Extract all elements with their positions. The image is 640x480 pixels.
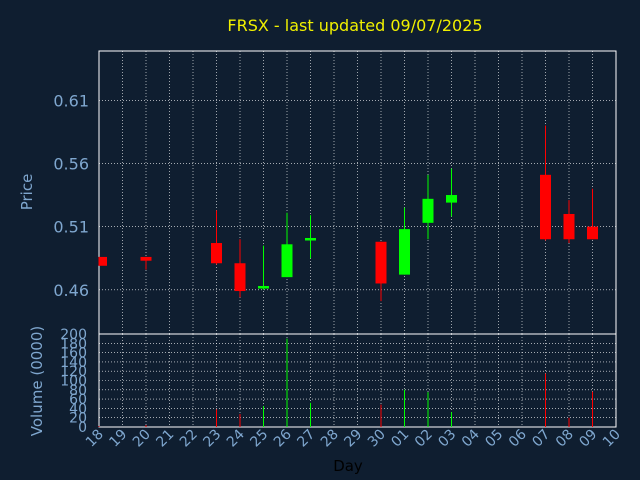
- x-tick-label: 21: [153, 427, 177, 451]
- candle-body: [305, 237, 316, 241]
- candle-body: [375, 241, 387, 284]
- volume-axis-label: Volume (0000): [28, 326, 46, 436]
- x-tick-label: 04: [459, 426, 483, 450]
- x-tick-label: 02: [412, 427, 436, 451]
- price-tick-label: 0.46: [53, 281, 89, 300]
- x-tick-label: 20: [130, 427, 154, 451]
- x-tick-label: 29: [341, 427, 365, 451]
- x-tick-label: 24: [224, 426, 248, 450]
- x-axis-label: Day: [333, 457, 363, 475]
- candle-body: [446, 195, 457, 203]
- price-tick-label: 0.51: [53, 218, 89, 237]
- candle-body: [540, 174, 551, 240]
- x-tick-label: 03: [435, 427, 459, 451]
- candle-body: [587, 226, 598, 240]
- x-tick-label: 01: [388, 427, 412, 451]
- x-tick-label: 26: [271, 426, 295, 450]
- price-axis-label: Price: [18, 174, 36, 211]
- x-tick-label: 19: [106, 427, 130, 451]
- candle: [140, 256, 152, 270]
- candle-body: [99, 256, 107, 266]
- x-tick-label: 27: [294, 427, 318, 451]
- candle-body: [422, 198, 434, 223]
- volume-tick-label: 100: [60, 374, 87, 390]
- volume-tick-label: 40: [69, 401, 87, 417]
- x-axis-ticks: 18 19 20 21 22 23 24 25 26 27 28 29 30 01 02 03 04 05 06 07…: [83, 426, 624, 450]
- x-tick-label: 22: [177, 427, 201, 451]
- volume-tick-label: 0: [78, 420, 87, 436]
- candle: [587, 188, 598, 240]
- x-tick-label: 08: [553, 427, 577, 451]
- candle-body: [140, 256, 152, 261]
- candle: [234, 239, 246, 298]
- candle: [375, 241, 387, 302]
- candle: [399, 207, 410, 275]
- price-tick-label: 0.61: [53, 91, 89, 110]
- volume-tick-label: 120: [60, 364, 87, 380]
- candle: [422, 174, 434, 240]
- volume-tick-label: 80: [69, 383, 87, 399]
- candle: [281, 212, 293, 278]
- volume-tick-label: 20: [69, 411, 87, 427]
- volume-tick-label: 200: [60, 327, 87, 343]
- candle: [305, 215, 316, 259]
- candle-body: [563, 213, 575, 240]
- candle: [446, 168, 457, 217]
- candle: [540, 125, 551, 241]
- price-tick-label: 0.56: [53, 154, 89, 173]
- candle-body: [211, 243, 222, 264]
- chart-title: FRSX - last updated 09/07/2025: [227, 16, 482, 35]
- x-tick-label: 10: [600, 427, 624, 451]
- candle: [258, 245, 269, 290]
- candle-body: [234, 263, 246, 292]
- price-panel: 0.61 0.56 0.51 0.46: [53, 50, 617, 335]
- x-tick-label: 06: [506, 426, 530, 450]
- x-tick-label: 07: [529, 427, 553, 451]
- candle: [98, 256, 107, 266]
- x-tick-label: 25: [247, 427, 271, 451]
- volume-tick-label: 180: [60, 336, 87, 352]
- x-tick-label: 30: [365, 427, 389, 451]
- candle-body: [281, 244, 293, 278]
- candle: [563, 200, 575, 244]
- volume-tick-label: 60: [69, 392, 87, 408]
- candle-body: [258, 285, 269, 289]
- candle-body: [399, 229, 410, 275]
- x-tick-label: 23: [200, 427, 224, 451]
- volume-tick-label: 160: [60, 346, 87, 362]
- x-tick-label: 28: [318, 427, 342, 451]
- x-tick-label: 09: [576, 427, 600, 451]
- volume-tick-label: 140: [60, 355, 87, 371]
- candle: [211, 210, 222, 265]
- x-tick-label: 05: [482, 427, 506, 451]
